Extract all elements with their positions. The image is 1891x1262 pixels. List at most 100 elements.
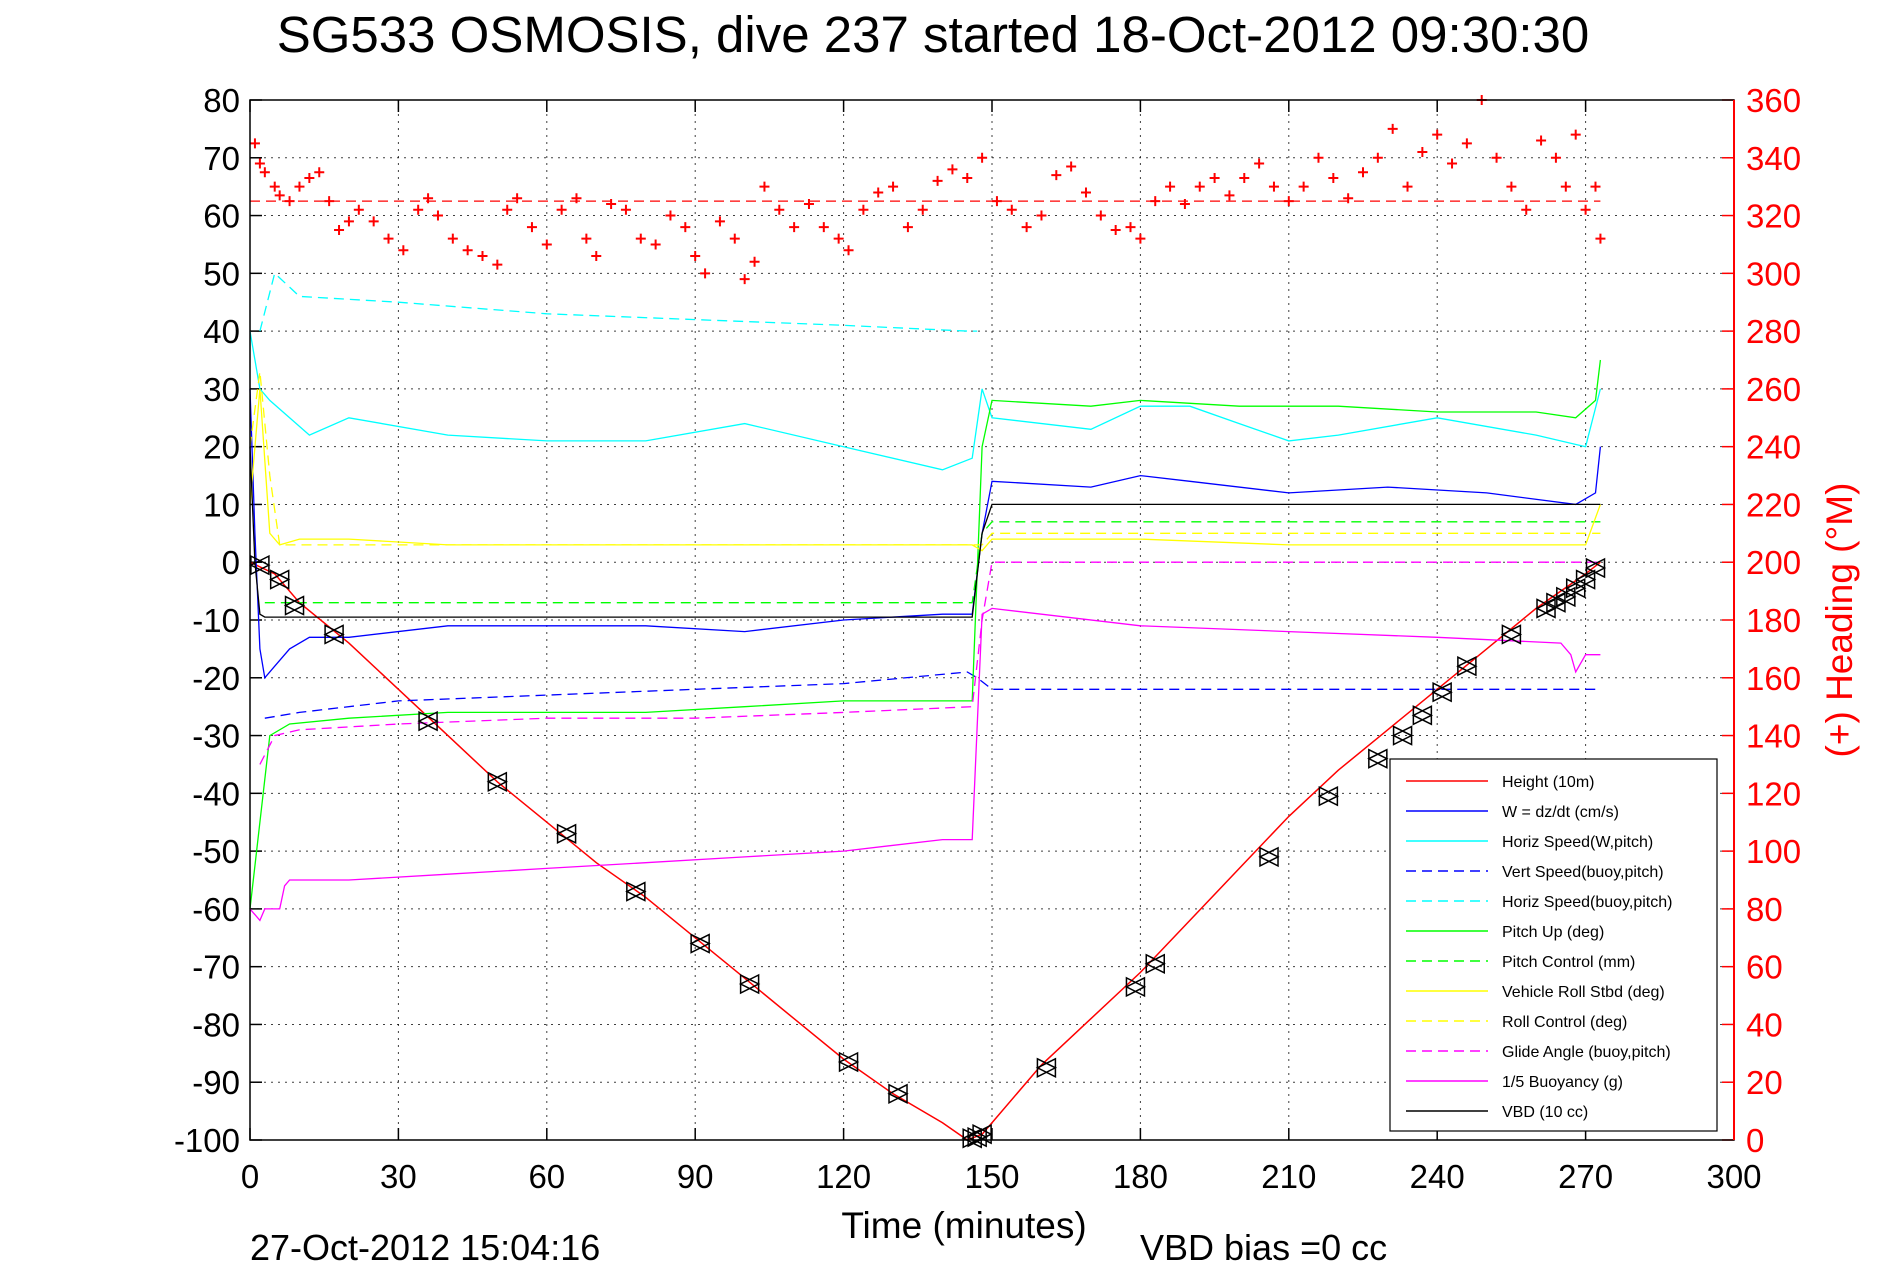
heading-point: [1021, 222, 1032, 233]
heading-point: [541, 239, 552, 250]
y-tick-label: -30: [192, 718, 240, 755]
x-axis-label: Time (minutes): [841, 1205, 1086, 1246]
heading-point: [1095, 210, 1106, 221]
y-right-tick-label: 20: [1746, 1064, 1783, 1101]
series-pitch-control-mm: [264, 521, 1601, 604]
heading-point: [1387, 123, 1398, 134]
y-right-tick-label: 140: [1746, 718, 1801, 755]
heading-point: [1066, 161, 1077, 172]
heading-point: [556, 204, 567, 215]
legend-label: Height (10m): [1502, 774, 1594, 791]
series-1-5-buoyancy-g: [249, 607, 1601, 922]
heading-point: [1402, 181, 1413, 192]
series-pitch-up-deg: [249, 359, 1602, 909]
heading-point: [690, 251, 701, 261]
heading-point: [447, 233, 458, 244]
series-roll-control-deg: [249, 371, 1601, 546]
x-tick-label: 60: [528, 1158, 565, 1195]
depth-marker-left: [1124, 976, 1146, 998]
heading-point: [1580, 204, 1591, 215]
heading-point: [1590, 181, 1601, 192]
y-tick-label: -10: [192, 602, 240, 639]
heading-point: [620, 204, 631, 215]
heading-point: [1254, 158, 1265, 169]
heading-point: [1080, 187, 1091, 198]
heading-point: [294, 181, 305, 192]
heading-point: [665, 210, 676, 221]
heading-point: [1461, 138, 1472, 149]
heading-point: [254, 158, 265, 169]
legend-label: 1/5 Buoyancy (g): [1502, 1074, 1623, 1091]
depth-marker-left: [486, 771, 508, 792]
legend-label: Pitch Up (deg): [1502, 924, 1604, 941]
depth-marker-left: [417, 710, 438, 732]
heading-point: [1006, 204, 1017, 215]
legend-label: Horiz Speed(W,pitch): [1502, 834, 1653, 851]
heading-point: [259, 167, 270, 178]
legend-label: VBD (10 cc): [1502, 1104, 1588, 1121]
x-tick-label: 90: [677, 1158, 714, 1195]
heading-point: [635, 233, 646, 244]
heading-point: [774, 204, 785, 215]
heading-point: [1570, 129, 1581, 140]
heading-point: [917, 204, 928, 215]
depth-marker-left: [1555, 586, 1576, 608]
heading-points: [249, 95, 1606, 285]
y-tick-label: 80: [203, 82, 240, 119]
y-tick-label: -100: [174, 1122, 240, 1159]
depth-marker-left: [1367, 748, 1388, 769]
heading-point: [334, 225, 345, 235]
series-lines: [249, 95, 1606, 1141]
depth-marker-left: [1035, 1057, 1057, 1078]
heading-point: [1372, 152, 1383, 163]
depth-marker-left: [971, 1124, 992, 1145]
y-tick-label: -80: [192, 1006, 240, 1043]
heading-point: [977, 152, 988, 163]
depth-marker-left: [625, 881, 646, 902]
series-horiz-speed-buoy-pitch: [259, 272, 978, 332]
heading-point: [353, 204, 364, 215]
y-right-tick-label: 360: [1746, 82, 1801, 119]
heading-point: [398, 245, 409, 256]
heading-point: [902, 222, 913, 233]
y-right-tick-label: 160: [1746, 660, 1801, 697]
heading-point: [947, 164, 958, 175]
heading-point: [1506, 181, 1517, 192]
depth-marker-left: [887, 1083, 908, 1104]
heading-point: [477, 251, 488, 261]
legend-box: [1389, 758, 1718, 1132]
y-right-tick-label: 180: [1746, 602, 1801, 639]
heading-point: [314, 167, 325, 178]
legend-label: W = dz/dt (cm/s): [1502, 804, 1619, 821]
heading-point: [833, 233, 844, 244]
depth-marker-left: [1258, 846, 1279, 868]
depth-marker-left: [738, 973, 760, 995]
heading-point: [1536, 135, 1547, 146]
heading-point: [1491, 152, 1502, 163]
series-vbd-10-cc: [249, 446, 1601, 618]
y-right-tick-label: 320: [1746, 198, 1801, 235]
depth-marker-left: [1317, 786, 1339, 807]
heading-point: [269, 181, 280, 192]
legend-label: Pitch Control (mm): [1502, 954, 1635, 971]
depth-marker-left: [1565, 578, 1586, 599]
y-tick-label: 50: [203, 255, 240, 292]
x-tick-label: 210: [1261, 1158, 1316, 1195]
y-right-tick-label: 0: [1746, 1122, 1764, 1159]
depth-marker-left: [1411, 705, 1433, 726]
depth-marker-left: [1584, 557, 1606, 579]
heading-point: [803, 199, 814, 209]
y-right-tick-label: 200: [1746, 544, 1801, 581]
heading-point: [1298, 181, 1309, 192]
depth-marker-left: [837, 1051, 859, 1073]
depth-markers: [249, 554, 1607, 1149]
y-tick-label: 20: [203, 429, 240, 466]
heading-point: [1328, 173, 1339, 183]
depth-marker-left: [1574, 569, 1596, 590]
y-right-tick-label: 280: [1746, 313, 1801, 350]
y-right-tick-label: 60: [1746, 949, 1783, 986]
y-tick-label: -70: [192, 949, 240, 986]
heading-point: [462, 245, 473, 256]
heading-point: [512, 193, 523, 204]
heading-point: [502, 204, 513, 215]
